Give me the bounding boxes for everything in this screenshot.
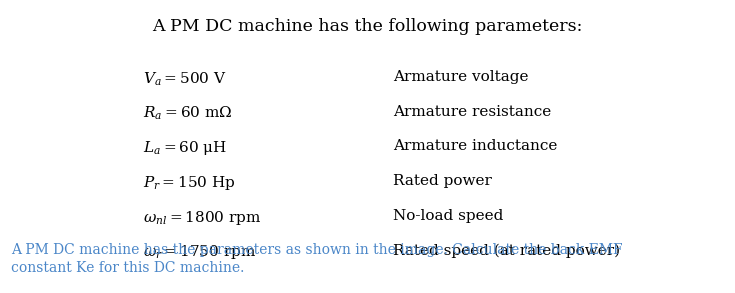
Text: $\omega_r = 1750$ rpm: $\omega_r = 1750$ rpm — [143, 243, 257, 261]
Text: Armature resistance: Armature resistance — [393, 105, 551, 119]
Text: Rated power: Rated power — [393, 174, 492, 188]
Text: Armature inductance: Armature inductance — [393, 139, 558, 154]
Text: $\omega_{nl} = 1800$ rpm: $\omega_{nl} = 1800$ rpm — [143, 209, 262, 226]
Text: $V_a = 500$ V: $V_a = 500$ V — [143, 70, 227, 88]
Text: $P_r = 150$ Hp: $P_r = 150$ Hp — [143, 174, 236, 192]
Text: $L_a = 60$ μH: $L_a = 60$ μH — [143, 139, 228, 157]
Text: Armature voltage: Armature voltage — [393, 70, 528, 84]
Text: Rated speed (at rated power): Rated speed (at rated power) — [393, 243, 620, 258]
Text: No-load speed: No-load speed — [393, 209, 503, 223]
Text: A PM DC machine has the parameters as shown in the image. Calculate the back EMF: A PM DC machine has the parameters as sh… — [11, 243, 623, 275]
Text: $R_a = 60$ mΩ: $R_a = 60$ mΩ — [143, 105, 233, 122]
Text: A PM DC machine has the following parameters:: A PM DC machine has the following parame… — [152, 18, 583, 35]
